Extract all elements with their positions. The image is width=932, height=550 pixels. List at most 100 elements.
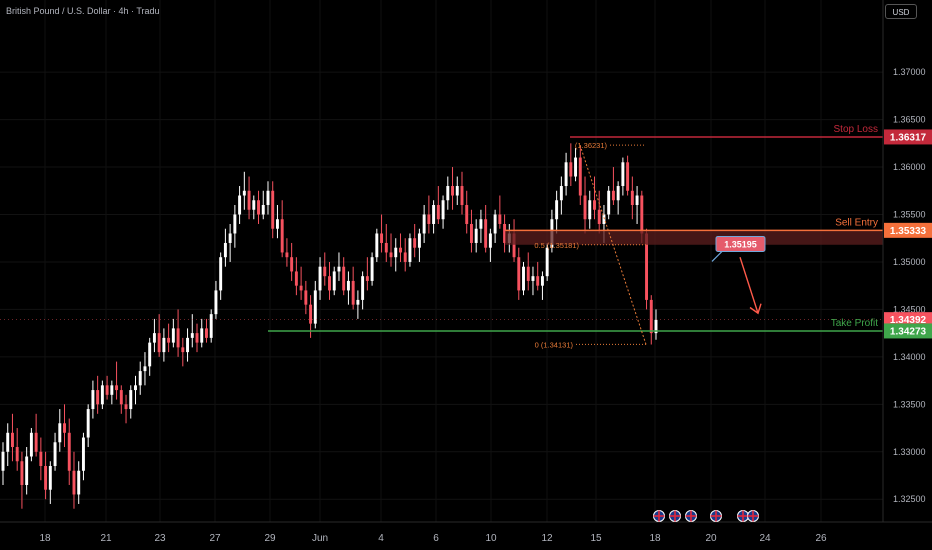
candle-body (422, 214, 426, 234)
price-axis[interactable]: 1.37000 1.36500 1.36000 1.35500 1.35000 1.345… (884, 67, 932, 504)
candle-body (81, 437, 85, 471)
candle-body (446, 186, 450, 201)
level-label: Stop Loss (834, 124, 878, 135)
price-tick-label: 1.35500 (893, 209, 926, 219)
candle-body (597, 209, 601, 224)
time-tick-label: 20 (705, 533, 717, 544)
callout-pointer (711, 251, 723, 262)
price-tick-label: 1.34000 (893, 352, 926, 362)
candle-body (247, 190, 251, 210)
candle-body (346, 280, 350, 291)
candle-body (148, 342, 152, 367)
candle-body (365, 276, 369, 281)
candle-body (77, 470, 81, 495)
candle-body (110, 385, 114, 395)
sell-entry-price-tag-bg (884, 222, 932, 238)
candle-body (512, 233, 516, 258)
time-tick-label: 18 (39, 533, 51, 544)
event-flag-icon[interactable] (710, 510, 722, 522)
candle-body (1, 451, 5, 471)
event-flag-icon[interactable] (685, 510, 697, 522)
candle-body (654, 319, 658, 334)
candle-body (10, 432, 14, 448)
price-tick-label: 1.35000 (893, 257, 926, 267)
time-tick-label: 15 (590, 533, 602, 544)
event-flag-icon[interactable] (653, 510, 665, 522)
candle-body (72, 470, 76, 495)
candle-body (569, 162, 573, 177)
take-profit-price-tag-bg (884, 323, 932, 339)
candle-body (294, 271, 298, 286)
candle-body (152, 333, 156, 343)
candle-body (498, 214, 502, 224)
time-tick-label: 26 (815, 533, 827, 544)
candle-body (474, 228, 478, 243)
time-tick-label: 21 (100, 533, 112, 544)
candle-body (228, 233, 232, 243)
time-axis[interactable]: 18 21 23 27 29 Jun 4 6 10 12 15 18 20 24 26 (39, 533, 827, 544)
candle-body (299, 285, 303, 291)
candle-body (611, 190, 615, 201)
time-tick-label: 23 (154, 533, 166, 544)
candle-body (138, 371, 142, 386)
candle-body (536, 276, 540, 286)
candle-body (242, 190, 246, 196)
candle-body (44, 466, 48, 490)
candle-body (441, 200, 445, 220)
candle-body (361, 276, 365, 300)
candle-body (205, 328, 208, 338)
candle-body (285, 252, 289, 258)
candle-body (219, 257, 223, 291)
candle-body (640, 195, 644, 234)
candle-body (436, 205, 440, 220)
candle-body (63, 423, 66, 433)
candle-body (167, 337, 171, 343)
candle-body (280, 219, 284, 253)
candle-body (578, 157, 582, 196)
overlay: Stop Loss Sell Entry Take Profit (1.36231) 0… (0, 124, 883, 349)
candle-body (403, 252, 407, 262)
candle-body (195, 333, 199, 343)
candle-body (451, 186, 454, 196)
candle-body (6, 432, 10, 452)
current-price-tag-bg (884, 312, 932, 328)
time-tick-label: 6 (433, 533, 439, 544)
candle-body (129, 390, 133, 410)
candle-body (649, 299, 653, 334)
currency-button[interactable]: USD (885, 4, 917, 19)
candle-body (356, 299, 360, 305)
price-tick-label: 1.37000 (893, 67, 926, 77)
chart-title: British Pound / U.S. Dollar · 4h · Tradu (6, 6, 160, 16)
candle-body (503, 223, 507, 243)
candle-body (157, 333, 161, 353)
candle-body (233, 214, 237, 234)
candle-body (427, 214, 431, 224)
candle-body (564, 162, 568, 187)
level-label: Sell Entry (835, 217, 878, 228)
candle-body (432, 205, 436, 224)
candle-body (621, 162, 625, 187)
candle-body (384, 242, 388, 253)
candle-body (67, 432, 71, 471)
candle-body (20, 461, 24, 485)
event-flag-icon[interactable] (669, 510, 681, 522)
candle-body (488, 233, 492, 248)
projection-arrowhead (749, 303, 762, 315)
candle-body (394, 247, 398, 258)
candle-body (214, 290, 218, 315)
candle-body (100, 385, 104, 405)
event-flag-icon[interactable] (747, 510, 759, 522)
candle-body (559, 186, 563, 201)
take-profit-price-tag: 1.34273 (890, 326, 927, 337)
candle-body (588, 200, 592, 220)
candle-body (252, 200, 256, 210)
price-tick-label: 1.34500 (893, 304, 926, 314)
candle-body (29, 432, 33, 457)
candle-body (105, 385, 109, 395)
event-flag-icon[interactable] (737, 510, 749, 522)
candle-body (143, 366, 147, 372)
candle-body (186, 337, 190, 353)
candle-body (375, 233, 379, 258)
candle-body (337, 266, 341, 272)
